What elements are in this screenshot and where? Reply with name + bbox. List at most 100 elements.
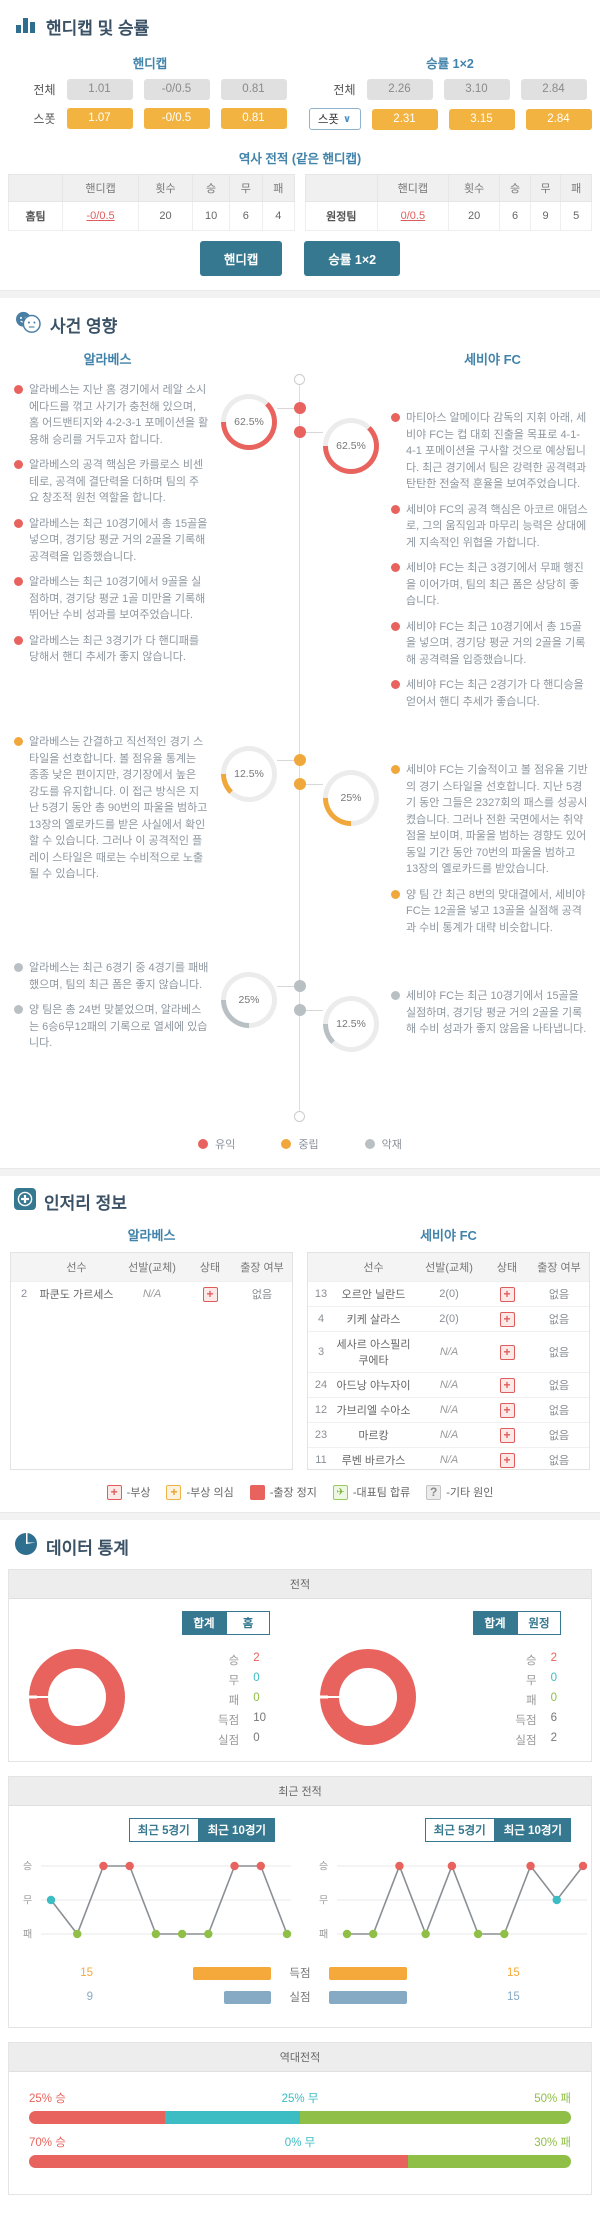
player-availability: 없음 [232,1281,292,1306]
record-stats-list: 승 2 무 0 패 0 득점 6 실점 2 [507,1652,557,1748]
odds-toggle-button[interactable]: 승률 1×2 [304,241,401,276]
svg-text:무: 무 [319,1896,328,1907]
odds-value-pill[interactable]: 3.15 [448,108,515,130]
injury-section: 인저리 정보 알라베스 선수 선발(교체) 상태 출장 여부 2 파쿤도 가르세스 N/A +… [0,1176,600,1512]
impact-gauge: 62.5% [323,418,379,474]
svg-text:승: 승 [23,1861,32,1873]
connector-line [306,432,323,433]
plus-red-status-icon: + [106,1484,122,1500]
impact-gauge-value: 12.5% [336,1018,366,1030]
handicap-link[interactable]: -0/0.5 [86,210,115,222]
tab-최근 10경기[interactable]: 최근 10경기 [494,1818,571,1842]
bullet-point: 세비야 FC는 기술적이고 볼 점유율 기반의 경기 스타일을 선호합니다. 지… [391,762,588,878]
left-goal-bar [193,1966,271,1980]
tab-합계[interactable]: 합계 [182,1611,226,1635]
section-divider [0,290,600,298]
player-starts: N/A [413,1331,485,1373]
solid-red-status-icon [249,1484,265,1500]
odds-value-pill[interactable]: 1.01 [66,79,133,100]
record-stats-list: 승 2 무 0 패 0 득점 10 실점 0 [209,1652,266,1748]
odds-value-pill[interactable]: 0.81 [220,108,287,129]
events-team-header: 알라베스 세비야 FC [0,349,600,368]
h2h-percent-label: 30% 패 [534,2137,572,2149]
record-stat-value: 2 [253,1652,260,1664]
injury-row: 13 오르안 닐란드 2(0) + 없음 [308,1281,589,1307]
gray-dot-icon [364,1139,375,1149]
tab-홈[interactable]: 홈 [226,1611,270,1635]
tab-합계[interactable]: 합계 [473,1611,517,1635]
events-legend-label: 악재 [381,1139,402,1151]
impact-gauge: 12.5% [221,746,277,802]
events-timeline-gap [215,349,385,368]
history-col-header: 핸디캡 [62,174,139,202]
stats-section: 데이터 통계 전적 합계 홈 승 2 무 0 패 0 득점 10 실점 0 합계 원정 승 2 무 0 패 0 득점 6 실… [0,1520,600,2219]
injury-row: 11 루벤 바르가스 N/A + 없음 [308,1447,589,1469]
record-stat-row: 실점 0 [209,1732,266,1748]
injury-right-team: 세비야 FC [420,1228,477,1243]
odds-value-pill[interactable]: 2.31 [371,108,438,130]
player-availability: 없음 [529,1447,589,1469]
injury-col-header [308,1253,334,1282]
record-stat-value: 0 [550,1692,557,1704]
events-legend-item: 악재 [364,1136,402,1152]
tab-최근 5경기[interactable]: 최근 5경기 [128,1818,199,1842]
odds-value-pill[interactable]: 2.84 [525,108,592,130]
odds-value-pill[interactable]: -0/0.5 [143,79,210,100]
odds-blocks: 핸디캡 전체 1.01 -0/0.5 0.81 스폿 1.07 -0/0.5 0.81 승률 … [0,49,600,140]
player-starts: N/A [413,1372,485,1398]
record-half-right: 합계 원정 승 2 무 0 패 0 득점 6 실점 2 [300,1599,591,1761]
right-goal-bar [329,1990,407,2004]
odds-value-pill[interactable]: 3.10 [443,79,510,100]
svg-text:패: 패 [319,1929,328,1941]
plus-red-status-icon: + [499,1452,515,1468]
tab-원정[interactable]: 원정 [517,1611,561,1635]
injury-legend-item: + -부상 의심 [166,1484,234,1500]
injury-legend-item: ✈ -대표팀 합류 [332,1484,410,1500]
record-donut-chart [29,1649,125,1745]
spot-select-dropdown[interactable]: 스폿 ∨ [308,108,361,130]
recent-panel-header: 최근 전적 [9,1777,591,1806]
odds-value-pill[interactable]: 1.07 [66,108,133,129]
odds-value-pill[interactable]: 2.26 [366,79,433,100]
h2h-label-row: 70% 승 0% 무 30% 패 [29,2134,571,2150]
player-number: 13 [308,1281,334,1307]
events-legend-item: 유익 [198,1136,235,1152]
events-left-list: 알라베스는 최근 6경기 중 4경기를 패배했으며, 팀의 최근 폼은 좋지 않… [0,960,215,1080]
injury-legend: + -부상 + -부상 의심 -출장 정지 ✈ -대표팀 합류? -기타 원인 [0,1470,600,1512]
h2h-bar-segment [29,2111,165,2124]
tab-최근 5경기[interactable]: 최근 5경기 [424,1818,495,1842]
injury-legend-label: -부상 [126,1487,151,1499]
h2h-percent-label: 50% 패 [534,2093,572,2105]
h2h-stacked-bar [29,2111,571,2124]
injury-row: 23 마르캉 N/A + 없음 [308,1422,589,1448]
history-col-header: 무 [229,174,263,202]
handicap-link[interactable]: 0/0.5 [400,210,426,222]
events-legend-label: 유익 [215,1139,236,1151]
odds-value-pill[interactable]: 2.84 [520,79,587,100]
plus-red-status-icon: + [499,1427,515,1443]
odds-value-pill[interactable]: -0/0.5 [143,108,210,129]
impact-gauge: 62.5% [221,394,277,450]
events-group-middle: 12.5% 25% [215,734,385,936]
connector-line [277,986,294,987]
odds-value-pill[interactable]: 0.81 [220,79,287,100]
tab-최근 10경기[interactable]: 최근 10경기 [198,1818,275,1842]
injury-right-table: 선수 선발(교체) 상태 출장 여부 13 오르안 닐란드 2(0) + 없음 4 키케 살라스 2(… [308,1253,589,1469]
player-number: 24 [308,1372,334,1398]
h2h-label-row: 25% 승 25% 무 50% 패 [29,2090,571,2106]
player-number: 12 [308,1397,334,1423]
record-stat-label: 무 [526,1675,537,1687]
left-goal-bar-zone [101,1966,271,1980]
injury-col-header: 상태 [485,1253,529,1282]
record-half-left: 합계 홈 승 2 무 0 패 0 득점 10 실점 0 [9,1599,300,1761]
odds-toggle-button[interactable]: 핸디캡 [199,241,283,276]
bullet-point: 알라베스는 최근 6경기 중 4경기를 패배했으며, 팀의 최근 폼은 좋지 않… [14,960,209,993]
left-goal-value: 9 [86,1991,93,2003]
home-history-table: 핸디캡 횟수 승 무 패 홈팀 -0/0.5 20 10 6 4 [7,174,296,231]
odds-section-buttons: 핸디캡 승률 1×2 [0,231,600,290]
